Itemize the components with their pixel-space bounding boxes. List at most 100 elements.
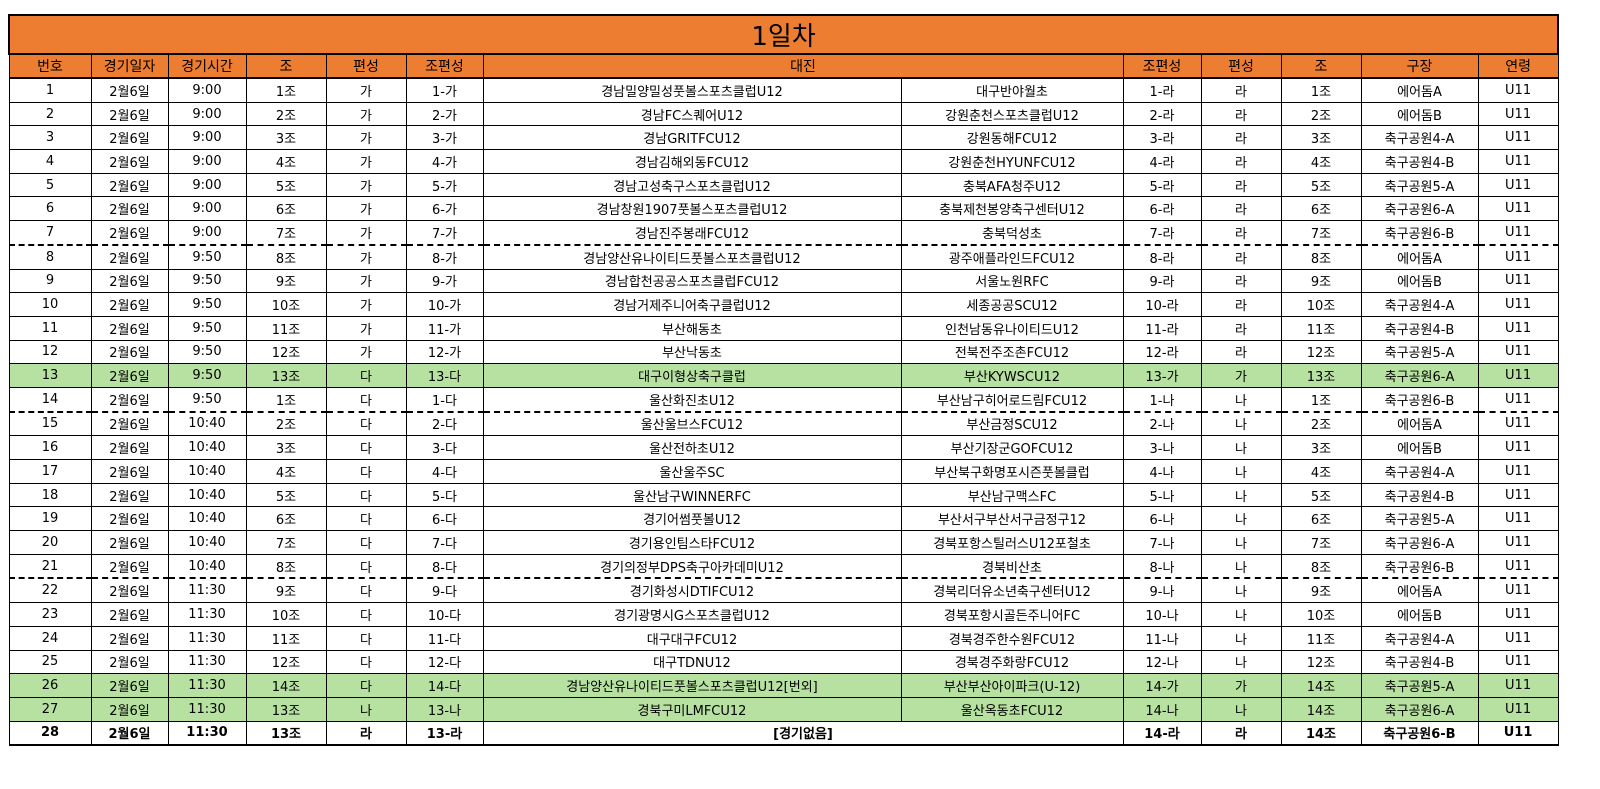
pool-cell: 다 (325, 602, 407, 627)
opp-group-pool-cell: 1-라 (1122, 77, 1202, 103)
group-cell: 6조 (245, 506, 327, 532)
schedule-sheet: 1일차 번호 경기일자 경기시간 조 편성 조편성 대진 조편성 편성 조 구장 연령 1 2월6일 9:… (7, 14, 1560, 747)
group-cell: 4조 (245, 149, 327, 174)
group-pool-cell: 1-가 (405, 77, 484, 103)
venue-cell: 축구공원6-B (1360, 553, 1479, 580)
opp-pool-cell: 가 (1200, 673, 1282, 698)
group-cell: 9조 (245, 268, 327, 294)
away-team-cell: 강원춘천스포츠클럽U12 (900, 101, 1124, 127)
date-cell: 2월6일 (90, 196, 169, 222)
table-row: 1 2월6일 9:00 1조 가 1-가 경남밀양밀성풋볼스포츠클럽U12 대구반야월초 1-라… (8, 77, 1559, 103)
group-pool-cell: 14-다 (405, 673, 484, 698)
opp-group-cell: 1조 (1280, 386, 1362, 413)
pool-cell: 다 (325, 435, 407, 460)
pool-cell: 가 (325, 125, 407, 151)
time-cell: 11:30 (167, 696, 247, 722)
opp-pool-cell: 라 (1200, 220, 1282, 246)
opp-group-cell: 14조 (1280, 696, 1362, 722)
home-team-cell: 부산낙동초 (482, 339, 902, 365)
table-row: 10 2월6일 9:50 10조 가 10-가 경남거제주니어축구클럽U12 세종공공SCU1… (8, 292, 1559, 317)
home-team-cell: 대구이형상축구클럽 (482, 363, 902, 388)
table-row: 13 2월6일 9:50 13조 다 13-다 대구이형상축구클럽 부산KYWSCU12 13-… (8, 363, 1559, 388)
venue-cell: 축구공원4-B (1360, 149, 1479, 174)
table-row: 6 2월6일 9:00 6조 가 6-가 경남창원1907풋볼스포츠클럽U12 충북제천봉양축… (8, 196, 1559, 222)
pool-cell: 다 (325, 386, 407, 413)
pool-cell: 가 (325, 292, 407, 317)
age-cell: U11 (1477, 435, 1559, 460)
age-cell: U11 (1477, 625, 1559, 651)
table-row: 22 2월6일 11:30 9조 다 9-다 경기화성시DTIFCU12 경북리더유소년축구센… (8, 577, 1559, 604)
time-cell: 10:40 (167, 459, 247, 484)
group-cell: 4조 (245, 459, 327, 484)
home-team-cell: 경기광명시G스포츠클럽U12 (482, 602, 902, 627)
date-cell: 2월6일 (90, 506, 169, 532)
group-cell: 10조 (245, 602, 327, 627)
group-pool-cell: 9-다 (405, 577, 484, 604)
opp-group-cell: 8조 (1280, 244, 1362, 270)
age-cell: U11 (1477, 386, 1559, 413)
group-pool-cell: 12-다 (405, 649, 484, 675)
home-team-cell: 경남양산유나이티드풋볼스포츠클럽U12 (482, 244, 902, 270)
opp-group-cell: 8조 (1280, 553, 1362, 580)
venue-cell: 에어돔B (1360, 268, 1479, 294)
venue-cell: 축구공원6-A (1360, 196, 1479, 222)
date-cell: 2월6일 (90, 149, 169, 174)
group-pool-cell: 6-다 (405, 506, 484, 532)
time-cell: 9:00 (167, 172, 247, 198)
date-cell: 2월6일 (90, 77, 169, 103)
away-team-cell: 강원춘천HYUNFCU12 (900, 149, 1124, 174)
opp-group-cell: 5조 (1280, 172, 1362, 198)
time-cell: 9:00 (167, 77, 247, 103)
date-cell: 2월6일 (90, 553, 169, 580)
age-cell: U11 (1477, 720, 1559, 747)
opp-pool-cell: 라 (1200, 196, 1282, 222)
match-no-cell: 17 (8, 459, 92, 484)
pool-cell: 다 (325, 625, 407, 651)
opp-pool-cell: 나 (1200, 386, 1282, 413)
venue-cell: 축구공원4-A (1360, 125, 1479, 151)
time-cell: 11:30 (167, 720, 247, 747)
column-header: 연령 (1477, 53, 1559, 79)
group-cell: 13조 (245, 696, 327, 722)
opp-group-pool-cell: 9-라 (1122, 268, 1202, 294)
column-header: 경기시간 (167, 53, 247, 79)
time-cell: 11:30 (167, 577, 247, 604)
group-pool-cell: 1-다 (405, 386, 484, 413)
table-row: 17 2월6일 10:40 4조 다 4-다 울산울주SC 부산북구화명포시즌풋볼클럽 4-나 나… (8, 459, 1559, 484)
time-cell: 11:30 (167, 673, 247, 698)
group-cell: 3조 (245, 435, 327, 460)
time-cell: 10:40 (167, 530, 247, 555)
table-row: 9 2월6일 9:50 9조 가 9-가 경남합천공공스포츠클럽FCU12 서울노원RFC 9-… (8, 268, 1559, 294)
opp-pool-cell: 라 (1200, 149, 1282, 174)
time-cell: 11:30 (167, 625, 247, 651)
table-row: 5 2월6일 9:00 5조 가 5-가 경남고성축구스포츠클럽U12 충북AFA청주U12 5… (8, 172, 1559, 198)
pool-cell: 다 (325, 553, 407, 580)
column-header: 대진 (482, 53, 1124, 79)
opp-group-pool-cell: 6-나 (1122, 506, 1202, 532)
group-pool-cell: 13-다 (405, 363, 484, 388)
time-cell: 10:40 (167, 411, 247, 437)
opp-group-pool-cell: 13-가 (1122, 363, 1202, 388)
opp-group-cell: 11조 (1280, 625, 1362, 651)
venue-cell: 축구공원5-A (1360, 673, 1479, 698)
group-pool-cell: 8-가 (405, 244, 484, 270)
opp-group-pool-cell: 9-나 (1122, 577, 1202, 604)
schedule-table: 1일차 번호 경기일자 경기시간 조 편성 조편성 대진 조편성 편성 조 구장 연령 1 2월6일 9:… (7, 14, 1560, 747)
column-header: 편성 (1200, 53, 1282, 79)
group-pool-cell: 5-가 (405, 172, 484, 198)
pool-cell: 나 (325, 696, 407, 722)
group-pool-cell: 2-다 (405, 411, 484, 437)
away-team-cell: 부산북구화명포시즌풋볼클럽 (900, 459, 1124, 484)
away-team-cell: 경북포항시골든주니어FC (900, 602, 1124, 627)
home-team-cell: [경기없음] (482, 720, 1124, 747)
match-no-cell: 26 (8, 673, 92, 698)
date-cell: 2월6일 (90, 244, 169, 270)
venue-cell: 축구공원6-B (1360, 386, 1479, 413)
opp-group-pool-cell: 14-가 (1122, 673, 1202, 698)
away-team-cell: 부산기장군GOFCU12 (900, 435, 1124, 460)
group-cell: 11조 (245, 315, 327, 341)
sheet-title: 1일차 (7, 14, 1560, 55)
table-row: 3 2월6일 9:00 3조 가 3-가 경남GRITFCU12 강원동해FCU12 3-라 라 3… (8, 125, 1559, 151)
home-team-cell: 경북구미LMFCU12 (482, 696, 902, 722)
match-no-cell: 1 (8, 77, 92, 103)
